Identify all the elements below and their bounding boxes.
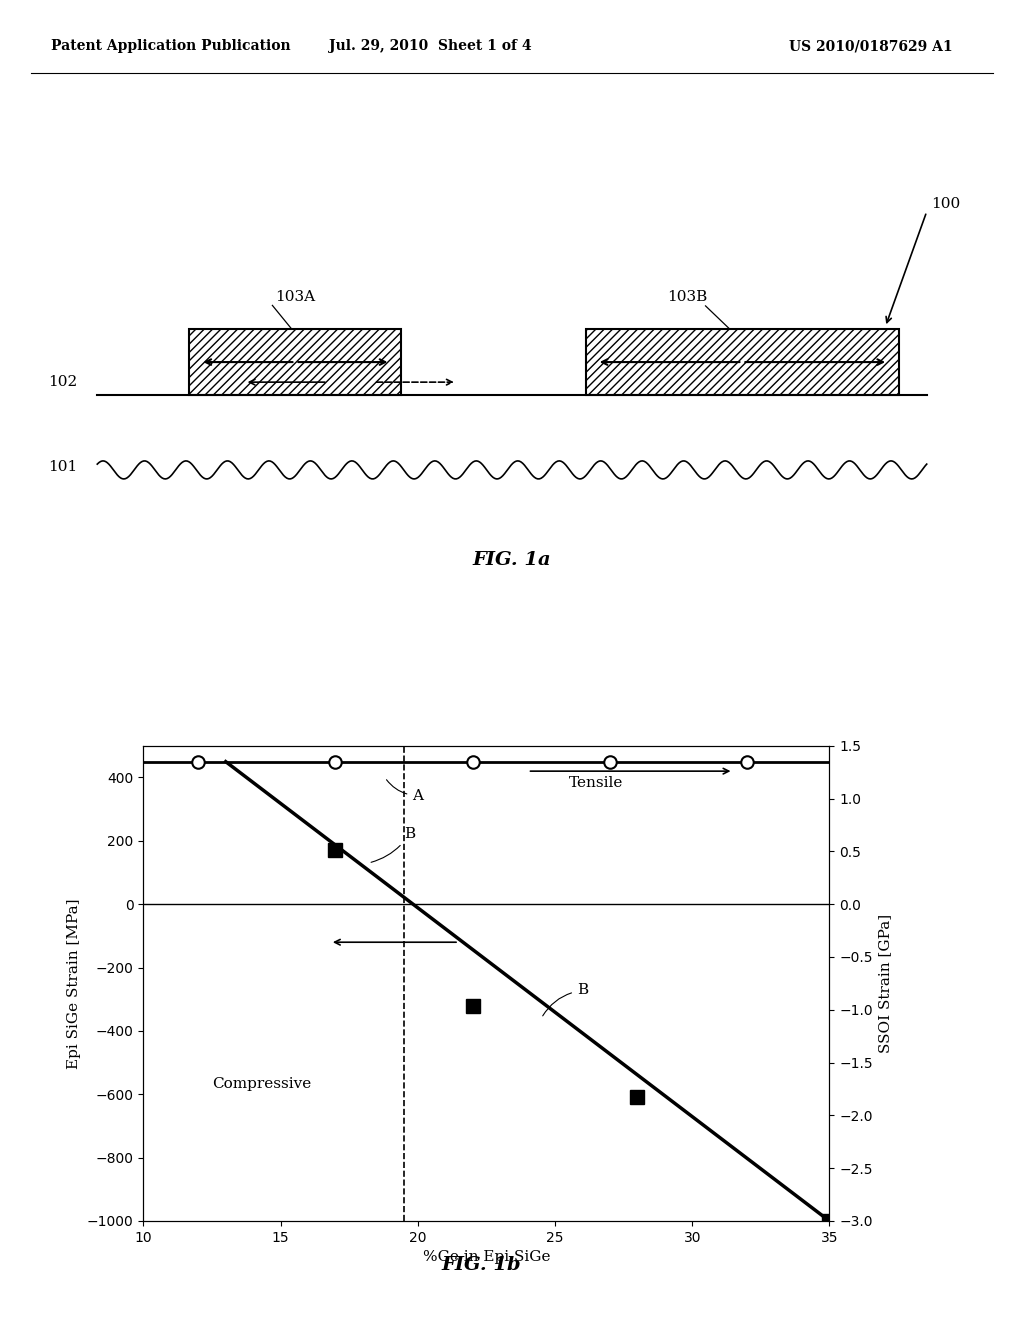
Text: Compressive: Compressive bbox=[212, 1077, 311, 1090]
Text: 102: 102 bbox=[48, 375, 77, 388]
Text: 103B: 103B bbox=[667, 290, 708, 305]
Text: 103A: 103A bbox=[275, 290, 315, 305]
Bar bbox=[586, 330, 899, 395]
X-axis label: %Ge in Epi SiGe: %Ge in Epi SiGe bbox=[423, 1250, 550, 1265]
Text: FIG. 1a: FIG. 1a bbox=[473, 552, 551, 569]
Text: 100: 100 bbox=[932, 197, 961, 211]
Bar bbox=[189, 330, 401, 395]
Text: 101: 101 bbox=[48, 461, 77, 474]
Text: A: A bbox=[386, 780, 423, 803]
Y-axis label: Epi SiGe Strain [MPa]: Epi SiGe Strain [MPa] bbox=[68, 898, 81, 1069]
Y-axis label: SSOI Strain [GPa]: SSOI Strain [GPa] bbox=[879, 913, 892, 1053]
Text: B: B bbox=[371, 826, 415, 862]
Text: Jul. 29, 2010  Sheet 1 of 4: Jul. 29, 2010 Sheet 1 of 4 bbox=[329, 40, 531, 53]
Text: FIG. 1b: FIG. 1b bbox=[441, 1255, 521, 1274]
Text: B: B bbox=[543, 983, 588, 1016]
Text: Tensile: Tensile bbox=[568, 776, 624, 789]
Text: US 2010/0187629 A1: US 2010/0187629 A1 bbox=[788, 40, 952, 53]
Text: Patent Application Publication: Patent Application Publication bbox=[51, 40, 291, 53]
